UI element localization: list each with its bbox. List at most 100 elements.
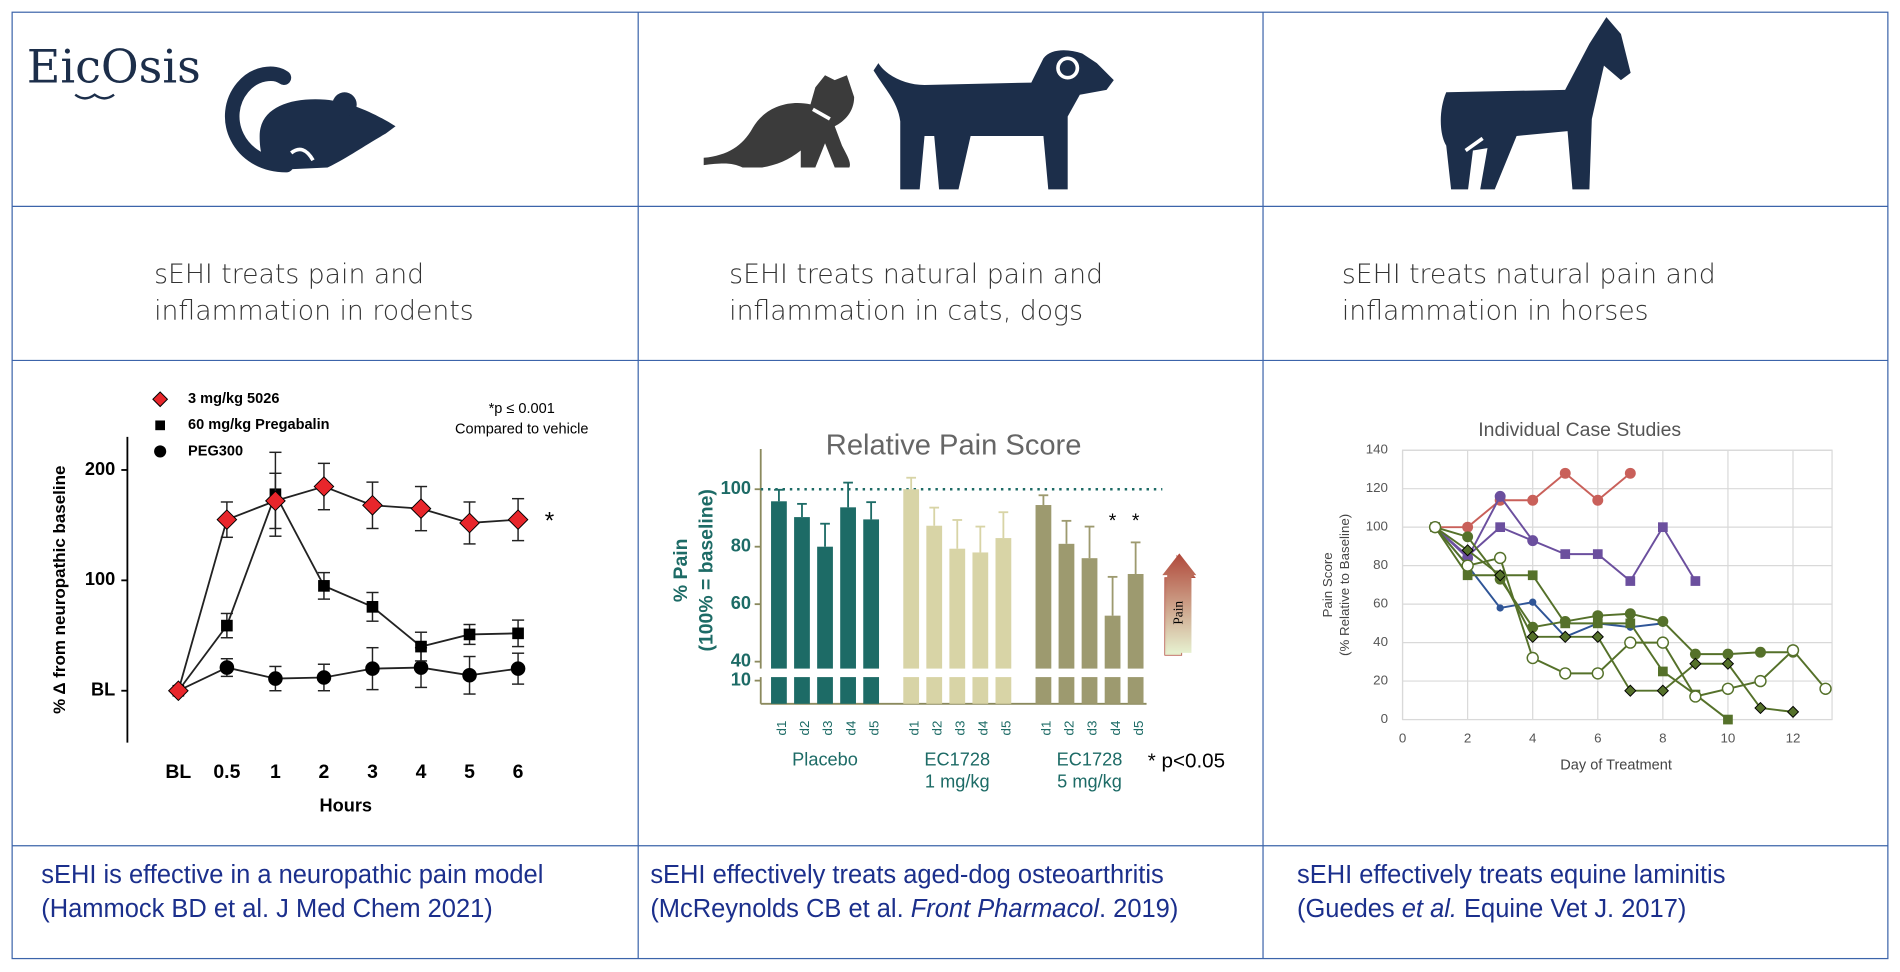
error-bar [820,522,830,547]
marker [167,680,189,702]
marker [1592,618,1603,629]
series-line [177,666,519,692]
error-bar [843,481,853,508]
marker [1496,604,1504,612]
marker [507,509,529,531]
series-line [1434,526,1794,656]
marker [362,494,383,516]
x-tick-label: 8 [1659,731,1666,746]
x-tick-label: d2 [797,721,812,736]
x-tick-label: d4 [843,720,858,735]
marker [415,640,427,653]
marker [462,667,477,683]
x-tick-label: 2 [319,761,330,783]
marker [1592,549,1603,559]
heading: inflammation in cats, dogs [729,295,1083,326]
marker [1494,569,1507,582]
group-label: EC1728 [924,750,990,770]
bar [926,525,943,704]
marker [318,580,330,592]
marker [1494,490,1506,502]
bar [1035,505,1052,704]
marker [1527,535,1539,547]
x-axis-label: Day of Treatment [1560,758,1672,774]
marker [410,498,432,520]
marker [219,660,235,675]
series-line [1434,526,1794,713]
marker [1689,657,1702,670]
marker [1529,598,1537,606]
chart-title: Individual Case Studies [1478,419,1681,441]
heading: inflammation in horses [1342,295,1649,326]
caption: (Guedes et al. Equine Vet J. 2017) [1297,895,1686,923]
bar [972,552,989,704]
marker [366,601,379,613]
marker [463,628,476,641]
marker [1819,682,1832,695]
bar [949,548,966,704]
marker [510,661,526,676]
marker [1754,701,1767,715]
x-tick-label: 2 [1464,731,1471,746]
significance: * [1109,510,1117,532]
y-tick-label: 40 [731,650,751,670]
x-tick-label: d1 [774,721,789,736]
marker [1462,531,1474,543]
y-tick-label: 10 [731,669,751,689]
y-tick-label: 60 [1373,596,1388,611]
heading: sEHI treats pain and [154,259,424,290]
marker [155,420,166,431]
x-tick-label: d4 [1108,720,1123,735]
caption-part: (Guedes [1297,895,1402,923]
marker [1559,467,1571,479]
marker [413,660,429,675]
marker [1786,705,1800,719]
marker [1495,522,1506,533]
x-tick-label: d4 [976,720,991,735]
logo-swash [74,93,115,100]
marker [1722,648,1734,660]
group-label: Placebo [792,750,858,770]
error-bar [975,525,986,553]
series-line [1434,526,1663,638]
x-tick-label: 1 [270,761,281,783]
marker [1721,657,1735,670]
marker [1658,666,1668,677]
x-tick-label: 3 [367,761,378,783]
marker [1689,690,1702,703]
legend-label: 3 mg/kg 5026 [188,391,279,407]
x-tick-label: d5 [866,721,881,736]
marker [1461,544,1474,557]
rat-icon [225,66,396,173]
note: * p<0.05 [1148,749,1225,772]
y-axis-label: (100% = baseline) [695,489,717,651]
marker [1656,636,1670,649]
significance: * [1132,510,1140,532]
marker [1624,636,1637,649]
marker [1526,630,1539,643]
caption: sEHI effectively treats aged-dog osteoar… [650,861,1163,889]
chart-title: Relative Pain Score [826,429,1082,461]
x-tick-label: 5 [464,761,475,783]
error-bar [929,506,940,526]
axis-break [751,668,1146,678]
caption: (McReynolds CB et al. Front Pharmacol. 2… [650,895,1178,923]
annotation: *p ≤ 0.001 [489,401,555,417]
error-bar [952,519,963,549]
marker [459,512,480,534]
marker [268,671,283,686]
series-line [177,492,519,692]
legend-label: 60 mg/kg Pregabalin [188,417,329,433]
caption: sEHI effectively treats equine laminitis [1297,861,1725,889]
annotation: Compared to vehicle [455,421,588,437]
marker [1462,521,1474,533]
group-label: 1 mg/kg [925,771,990,791]
x-tick-label: d3 [820,721,835,736]
heading: sEHI treats natural pain and [729,259,1103,290]
x-tick-label: 6 [1594,731,1601,746]
series-line [1434,526,1729,721]
bar [840,507,856,704]
marker [1656,684,1670,697]
x-tick-label: 12 [1786,731,1801,746]
